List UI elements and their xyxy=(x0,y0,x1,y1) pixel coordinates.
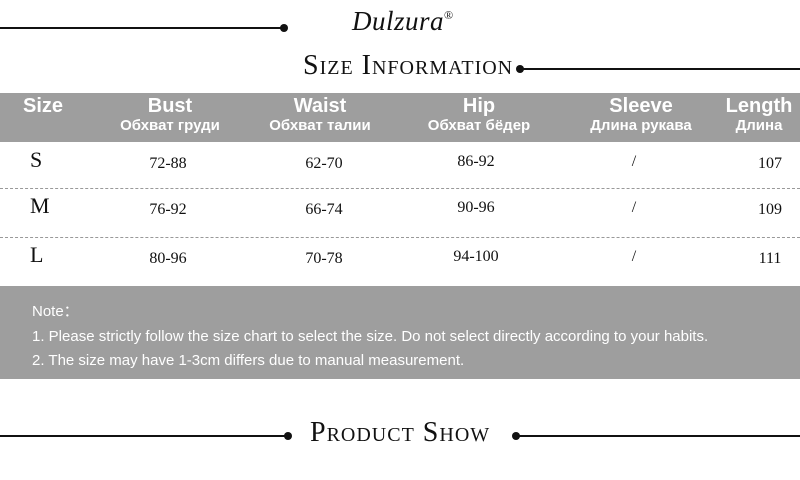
row-waist: 66-74 xyxy=(305,201,343,218)
row-sleeve: / xyxy=(631,248,637,265)
header-bust: Bust Обхват груди xyxy=(120,95,220,134)
header-sleeve: Sleeve Длина рукава xyxy=(590,95,692,134)
row-length: 107 xyxy=(758,155,782,172)
row-bust: 76-92 xyxy=(149,201,187,218)
header-length: Length Длина xyxy=(725,95,793,134)
header-waist: Waist Обхват талии xyxy=(269,95,371,134)
row-hip: 94-100 xyxy=(453,248,499,265)
row-size: S xyxy=(30,147,43,172)
header-size: Size xyxy=(22,95,64,117)
row-size: M xyxy=(30,193,50,218)
notes-panel: Note： 1. Please strictly follow the size… xyxy=(0,286,800,379)
brand-name: Dulzura xyxy=(352,6,445,36)
table-row: M 76-92 66-74 90-96 / 109 xyxy=(0,189,800,237)
product-left-rule xyxy=(0,435,286,437)
product-right-rule xyxy=(516,435,800,437)
brand-left-dot xyxy=(280,24,288,32)
registered-mark: ® xyxy=(444,8,454,22)
row-bust: 72-88 xyxy=(149,155,187,172)
notes-title: Note： xyxy=(32,303,79,320)
row-waist: 62-70 xyxy=(305,155,343,172)
product-left-dot xyxy=(284,432,292,440)
row-separator xyxy=(0,237,800,238)
header-hip: Hip Обхват бёдер xyxy=(427,95,531,134)
size-table-header: Size Bust Обхват груди Waist Обхват тали… xyxy=(0,93,800,142)
row-separator xyxy=(0,188,800,189)
size-info-right-rule xyxy=(520,68,800,70)
size-information-title: Size Information xyxy=(303,50,514,81)
row-waist: 70-78 xyxy=(305,250,343,267)
note-item-2: 2. The size may have 1-3cm differs due t… xyxy=(32,352,465,369)
brand-logo: Dulzura® xyxy=(352,6,454,37)
table-row: S 72-88 62-70 86-92 / 107 xyxy=(0,143,800,189)
row-sleeve: / xyxy=(631,153,637,170)
row-length: 109 xyxy=(758,201,782,218)
note-item-1: 1. Please strictly follow the size chart… xyxy=(32,328,709,345)
brand-left-rule xyxy=(0,27,282,29)
row-sleeve: / xyxy=(631,199,637,216)
product-show-title: Product Show xyxy=(310,417,491,448)
table-row: L 80-96 70-78 94-100 / 111 xyxy=(0,238,800,286)
row-hip: 86-92 xyxy=(457,153,495,170)
row-hip: 90-96 xyxy=(457,199,495,216)
row-length: 111 xyxy=(758,250,782,267)
row-bust: 80-96 xyxy=(149,250,187,267)
row-size: L xyxy=(30,242,44,267)
